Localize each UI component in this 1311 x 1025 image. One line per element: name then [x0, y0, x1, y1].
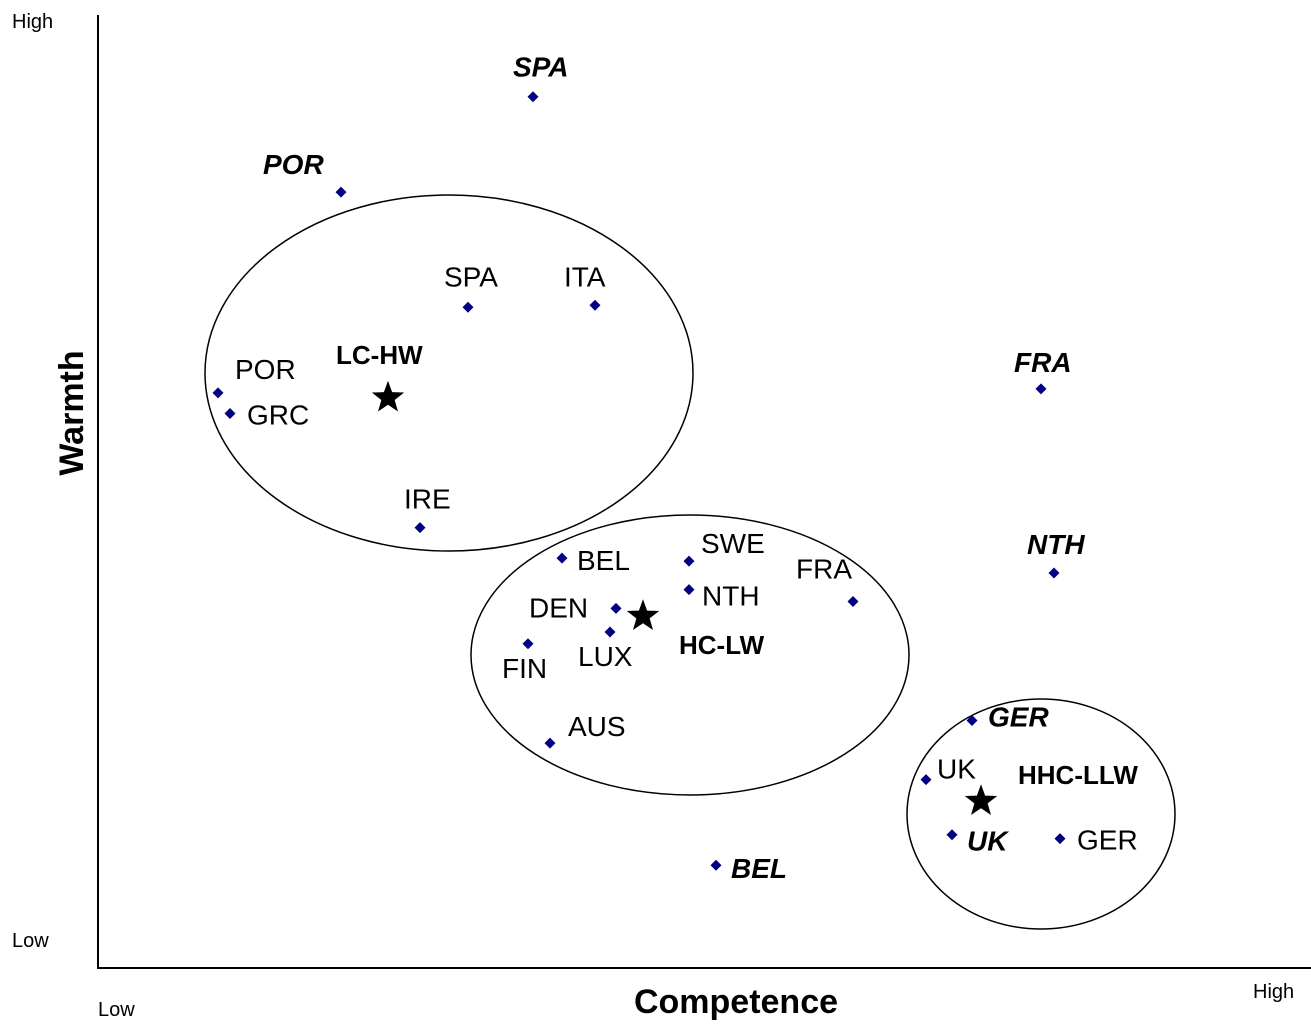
data-label-nth: NTH: [1027, 529, 1085, 560]
data-point-ger-emphasized: [966, 715, 978, 727]
data-point-fra-emphasized: [1035, 383, 1047, 395]
data-label-por: POR: [263, 149, 324, 180]
data-label-fin: FIN: [502, 653, 547, 684]
cluster-label-lc-hw: LC-HW: [336, 340, 423, 370]
data-label-spa: SPA: [444, 261, 498, 292]
data-label-ger: GER: [988, 702, 1049, 733]
data-point-por-emphasized: [335, 186, 347, 198]
y-axis-title: Warmth: [53, 350, 91, 475]
data-point-nth: [683, 584, 695, 596]
data-label-bel: BEL: [731, 853, 787, 884]
data-point-por: [212, 387, 224, 399]
data-label-aus: AUS: [568, 711, 626, 742]
data-point-swe: [683, 555, 695, 567]
data-label-fra: FRA: [1014, 347, 1072, 378]
data-point-grc: [224, 408, 236, 420]
data-label-ger: GER: [1077, 825, 1138, 856]
data-point-nth-emphasized: [1048, 567, 1060, 579]
data-point-lux: [604, 626, 616, 638]
data-point-spa: [462, 301, 474, 313]
data-point-ger: [1054, 833, 1066, 845]
data-label-swe: SWE: [701, 528, 765, 559]
cluster-label-hhc-llw: HHC-LLW: [1018, 760, 1138, 790]
data-point-uk-emphasized: [946, 829, 958, 841]
cluster-ellipse-lc-hw: [204, 194, 694, 552]
cluster-center-star-lc-hw: [371, 380, 405, 412]
chart-marks: SPA POR SPA ITA POR GRC IRE FRA NTH BEL SWE NTH FRA D…: [212, 52, 1138, 884]
cluster-ellipse-hc-lw: [470, 514, 910, 796]
data-label-lux: LUX: [578, 641, 633, 672]
data-label-uk: UK: [937, 754, 976, 785]
data-label-ire: IRE: [404, 484, 451, 515]
data-point-ire: [414, 522, 426, 534]
data-point-spa-emphasized: [527, 91, 539, 103]
data-label-por: POR: [235, 354, 296, 385]
data-label-bel: BEL: [577, 545, 630, 576]
cluster-ellipse-hhc-llw: [906, 698, 1176, 930]
data-point-aus: [544, 737, 556, 749]
data-label-spa: SPA: [513, 52, 569, 83]
y-high-label: High: [12, 11, 53, 33]
data-point-den: [610, 602, 622, 614]
data-label-nth: NTH: [702, 581, 760, 612]
data-point-fra: [847, 595, 859, 607]
data-label-uk: UK: [967, 826, 1009, 857]
cluster-label-hc-lw: HC-LW: [679, 630, 765, 660]
data-point-uk: [920, 774, 932, 786]
data-label-den: DEN: [529, 592, 588, 623]
data-point-fin: [522, 638, 534, 650]
data-point-bel-emphasized: [710, 859, 722, 871]
data-label-grc: GRC: [247, 400, 309, 431]
data-point-ita: [589, 299, 601, 311]
data-point-bel: [556, 552, 568, 564]
data-label-ita: ITA: [564, 261, 606, 292]
x-low-label: Low: [98, 999, 135, 1021]
cluster-center-star-hhc-llw: [964, 784, 998, 815]
y-low-label: Low: [12, 930, 49, 952]
data-label-fra: FRA: [796, 553, 852, 584]
cluster-center-star-hc-lw: [626, 599, 660, 630]
x-high-label: High: [1253, 981, 1294, 1003]
x-axis-title: Competence: [634, 983, 838, 1021]
